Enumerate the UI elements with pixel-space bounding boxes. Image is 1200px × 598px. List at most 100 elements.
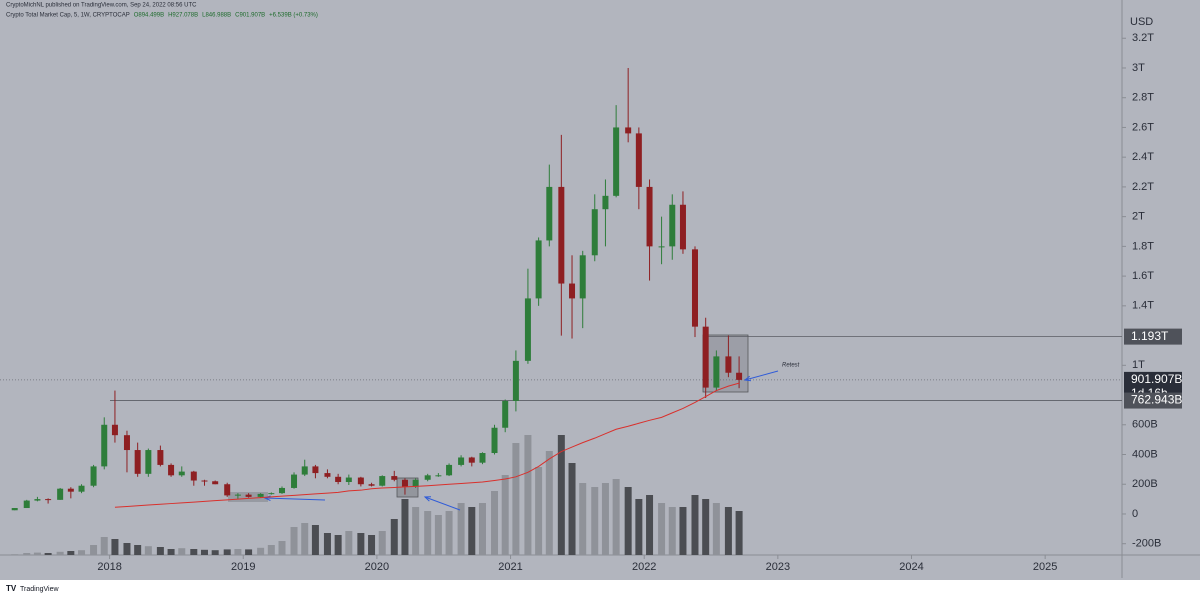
volume-bar [257,547,265,555]
volume-bar [624,487,632,555]
legend-close: C901.907B [235,13,265,19]
volume-bar [635,499,643,555]
volume-bar [401,499,409,555]
candle [702,317,709,399]
x-tick-label: 2019 [231,561,255,573]
volume-bar [524,435,532,555]
volume-bar [434,515,442,555]
candle-body [613,127,620,196]
x-tick-label: 2024 [899,561,923,573]
candle-body [713,356,720,388]
volume-bar [278,541,286,555]
candle-body [212,481,219,485]
volume-bar [190,549,198,555]
y-tick-label: -200B [1132,538,1161,550]
volume-bar [323,533,331,555]
candle [45,498,52,504]
candle-body [201,480,208,482]
candle-body [111,424,118,436]
candle-body [312,466,319,474]
volume-bar [345,531,353,555]
volume-bar [78,550,86,555]
volume-bar [724,507,732,555]
candle-body [145,450,152,474]
volume-bar [735,511,743,555]
candle-body [301,466,308,475]
candle [178,466,185,477]
candle [524,268,531,364]
legend-symbol: Crypto Total Market Cap, 5, 1W, CRYPTOCA… [6,13,130,19]
candle-body [11,508,18,511]
candle [78,484,85,494]
candle-body [468,457,475,463]
candle-body [234,494,241,496]
y-tick-label: 2.8T [1132,92,1154,104]
candle [435,473,442,477]
candle [736,356,743,389]
candle [502,399,509,433]
y-tick-label: 1.4T [1132,300,1154,312]
candle [579,250,586,329]
y-tick-label: 200B [1132,478,1158,490]
price-label-box [1124,392,1182,409]
x-tick-label: 2022 [632,561,656,573]
volume-bar [557,435,565,555]
volume-bar [334,535,342,555]
volume-bar [668,507,676,555]
volume-bar [568,463,576,555]
x-tick-label: 2021 [498,561,522,573]
volume-bar [223,549,231,555]
candle-body [569,283,576,299]
candle [134,442,141,477]
candle-body [535,240,542,299]
volume-bar [612,479,620,555]
candle-body [291,474,298,488]
candle-body [579,255,586,299]
candle [558,134,565,336]
candle-body [435,475,442,477]
volume-bar [491,491,499,555]
candle-body [391,476,398,480]
y-tick-label: 400B [1132,448,1158,460]
candle-body [512,360,519,401]
candle [391,470,398,482]
y-tick-label: 3.2T [1132,32,1154,44]
y-tick-label: 2.2T [1132,181,1154,193]
candle-body [458,457,465,465]
highlight-box [228,492,268,502]
candle-body [257,493,264,497]
candle [635,127,642,210]
annotation: Retest [782,363,800,369]
candle [324,469,331,479]
volume-bar [535,467,543,555]
candle-body [446,464,453,476]
volume-bar [378,531,386,555]
volume-bar [368,535,376,555]
candle [512,350,519,412]
candle [157,445,164,467]
candle [646,179,653,281]
volume-bar [90,545,98,555]
candle-body [491,427,498,454]
candle-body [101,424,108,467]
x-tick-label: 2023 [766,561,790,573]
candle [301,459,308,477]
candle [234,493,241,500]
volume-bar [123,543,131,555]
x-tick-label: 2018 [97,561,121,573]
volume-bar [33,552,41,555]
candle [569,255,576,339]
x-tick-label: 2020 [365,561,389,573]
price-label: 901.907B [1131,372,1182,386]
candle [168,463,175,477]
brand: TradingView [20,586,59,593]
candle-body [401,479,408,487]
candle [291,472,298,489]
candle [90,464,97,488]
volume-bar [178,548,186,555]
candle [268,492,275,495]
legend: Crypto Total Market Cap, 5, 1W, CRYPTOCA… [6,13,318,19]
volume-bar [267,545,275,555]
candle-body [602,195,609,210]
